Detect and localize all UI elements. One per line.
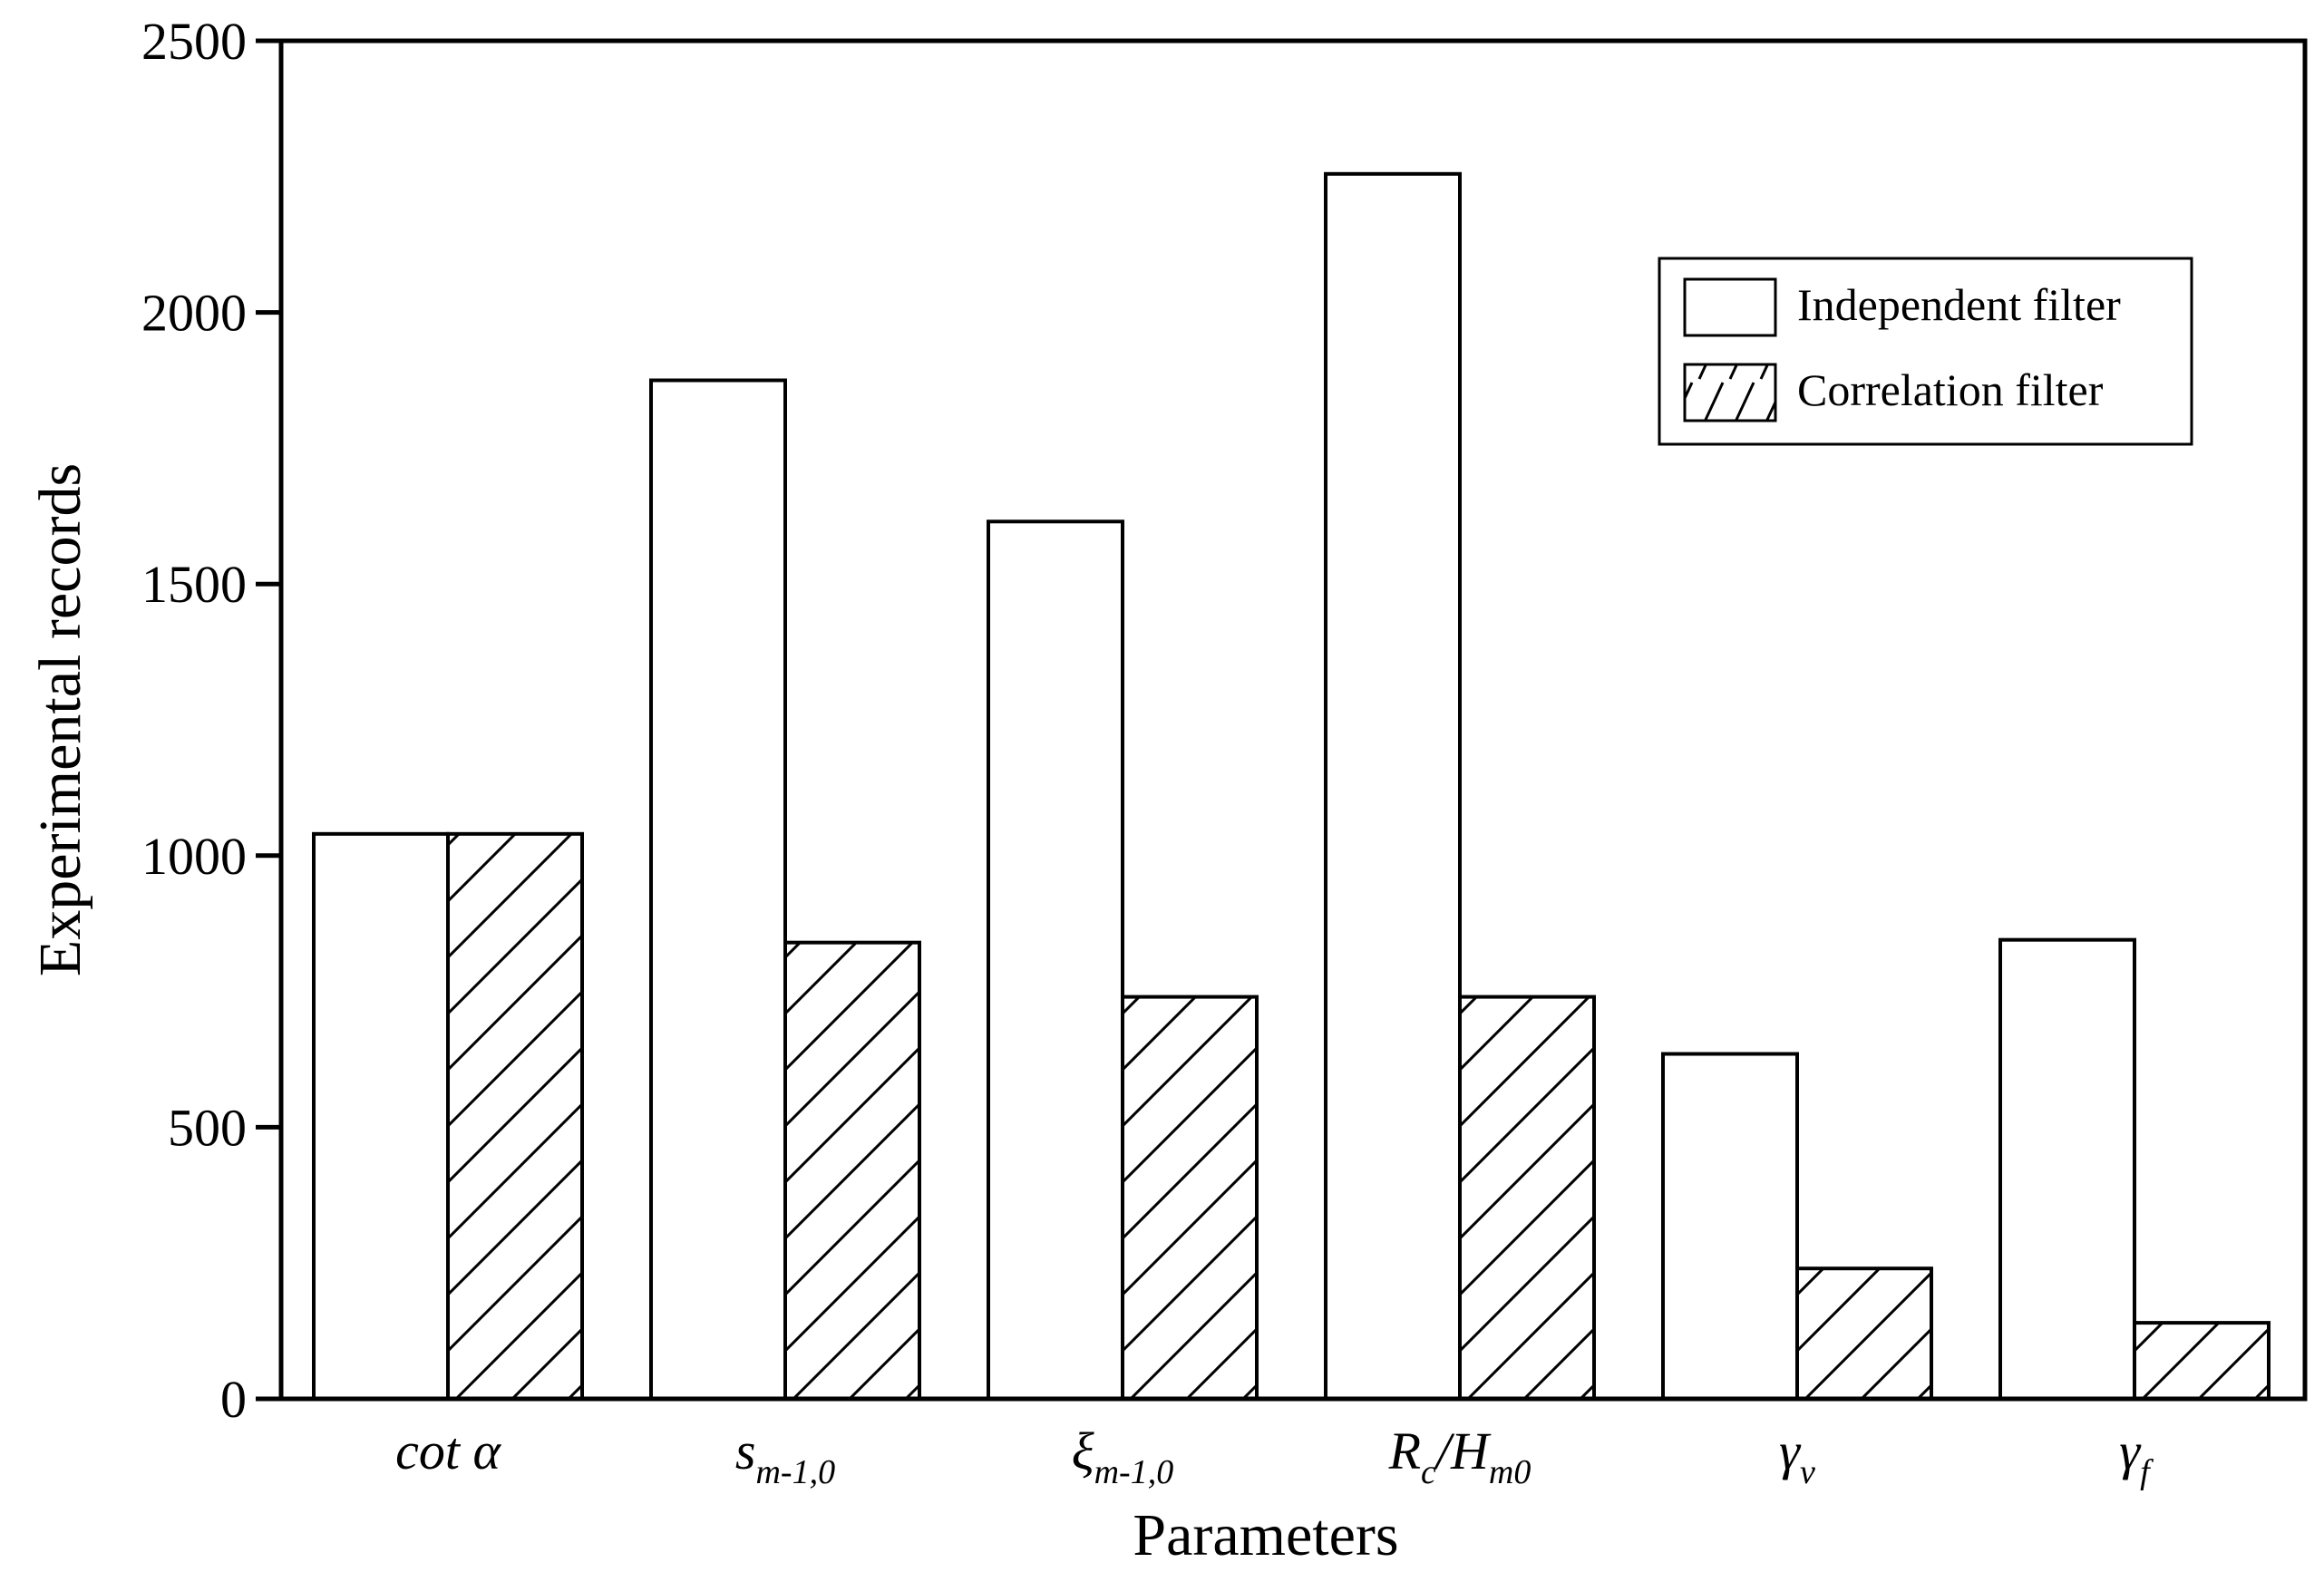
legend-swatch-correlation: [1683, 363, 1777, 422]
bar-correlation-1: [783, 940, 921, 1401]
x-tick-label-5: γf: [2119, 1422, 2154, 1491]
x-tick-label-4: γv: [1779, 1422, 1815, 1491]
x-axis-title: Parameters: [1133, 1502, 1398, 1568]
bars-group: [312, 171, 2271, 1402]
y-tick-label-1000: 1000: [141, 827, 247, 886]
bar-correlation-5: [2133, 1321, 2271, 1402]
bar-independent-5: [1998, 937, 2136, 1402]
y-tick-label-0: 0: [220, 1370, 247, 1429]
bar-independent-4: [1661, 1052, 1799, 1402]
bar-independent-1: [649, 378, 787, 1401]
x-tick-label-1: sm-1,0: [735, 1422, 835, 1491]
bar-correlation-3: [1458, 995, 1596, 1402]
legend-label-independent: Independent filter: [1797, 279, 2121, 330]
bar-correlation-0: [446, 831, 584, 1401]
legend-swatch-independent: [1683, 277, 1777, 337]
y-axis-ticks: 0 500 1000 1500 2000 2500: [141, 12, 281, 1429]
bar-independent-3: [1324, 171, 1462, 1402]
plot-frame: [278, 38, 2308, 1402]
bar-independent-0: [312, 831, 450, 1401]
x-axis-labels: cot α sm-1,0 ξm-1,0 Rc/Hm0 γv γf: [395, 1422, 2154, 1491]
y-tick-label-500: 500: [168, 1098, 247, 1157]
bar-correlation-2: [1121, 995, 1259, 1402]
x-tick-label-3: Rc/Hm0: [1388, 1422, 1532, 1491]
y-tick-label-2500: 2500: [141, 12, 247, 71]
legend-label-correlation: Correlation filter: [1797, 364, 2104, 415]
y-tick-label-2000: 2000: [141, 284, 247, 343]
legend: Independent filter Correlation filter: [1658, 257, 2193, 446]
y-tick-label-1500: 1500: [141, 555, 247, 614]
bar-correlation-4: [1795, 1266, 1933, 1402]
y-axis-title: Experimental records: [27, 463, 93, 976]
x-tick-label-0: cot α: [395, 1422, 501, 1480]
x-tick-label-2: ξm-1,0: [1072, 1422, 1173, 1491]
bar-independent-2: [987, 519, 1124, 1401]
